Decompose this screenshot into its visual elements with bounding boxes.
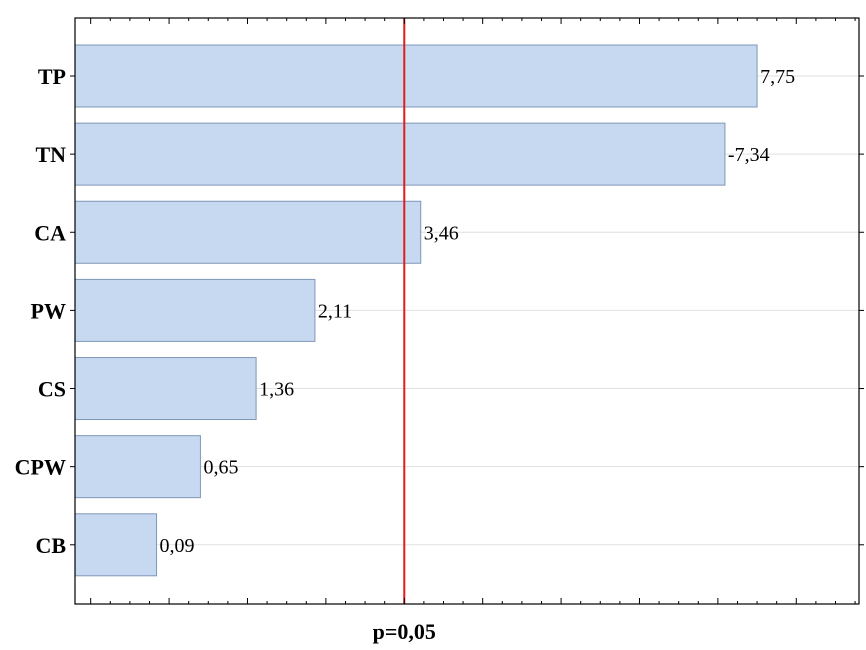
category-label-ca: CA [34, 220, 66, 245]
category-label-pw: PW [31, 298, 66, 323]
value-label-pw: 2,11 [318, 300, 352, 322]
value-label-tn: -7,34 [728, 144, 770, 166]
bars [74, 44, 758, 577]
bar-cpw [74, 435, 201, 499]
bar-tn [74, 122, 726, 186]
category-label-tp: TP [38, 64, 66, 89]
bar-ca [74, 200, 422, 264]
value-label-cs: 1,36 [259, 379, 294, 401]
bar-cb [74, 513, 158, 577]
category-label-cs: CS [38, 377, 66, 402]
bar-tp [74, 44, 758, 108]
value-label-ca: 3,46 [424, 222, 459, 244]
category-label-cpw: CPW [15, 455, 66, 480]
plot-border [74, 17, 860, 605]
labels: TP 7,75 TN -7,34 CA 3,46 PW 2,11 CS 1,36 CPW 0,65 CB… [15, 64, 795, 644]
category-label-cb: CB [35, 533, 66, 558]
plot-frame [70, 17, 864, 605]
value-label-tp: 7,75 [760, 66, 795, 88]
category-label-tn: TN [35, 142, 66, 167]
value-label-cb: 0,09 [160, 535, 195, 557]
bar-cs [74, 357, 257, 421]
value-label-cpw: 0,65 [203, 457, 238, 479]
reference-line-label: p=0,05 [373, 619, 436, 644]
bar-pw [74, 278, 316, 342]
